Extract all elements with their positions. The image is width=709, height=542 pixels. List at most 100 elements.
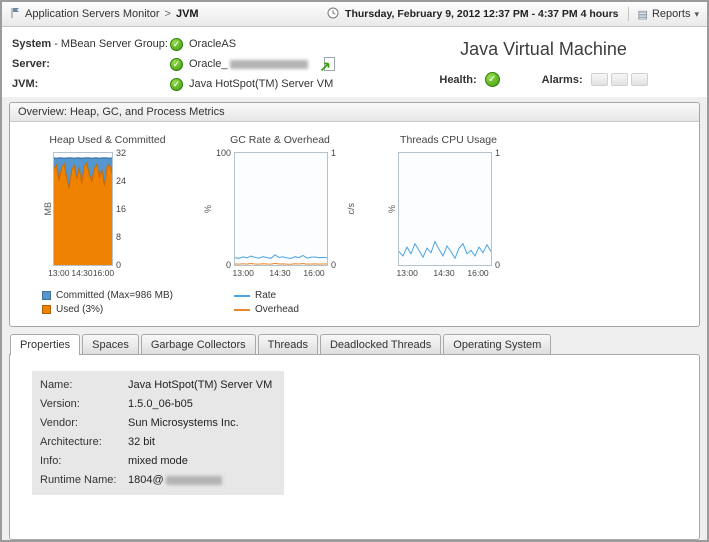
overview-panel: Overview: Heap, GC, and Process Metrics …: [9, 102, 700, 327]
rate-legend-label: Rate: [254, 290, 277, 301]
gc-left-ticks: 100 0: [214, 148, 234, 270]
chevron-down-icon: ▾: [694, 8, 699, 19]
breadcrumb-icon[interactable]: [10, 7, 20, 22]
property-label: Info:: [40, 455, 62, 467]
alarm-indicators: [590, 73, 648, 86]
x-tick-label: 16:00: [92, 268, 115, 278]
breadcrumb-separator: >: [164, 8, 171, 20]
x-tick-label: 13:00: [396, 268, 418, 278]
x-tick-label: 16:00: [303, 268, 325, 278]
property-label: Vendor:: [40, 417, 78, 429]
cpu-left-unit-text: %: [387, 204, 398, 213]
property-value: mixed mode: [128, 455, 188, 467]
committed-swatch-icon: [42, 291, 51, 300]
edit-icon[interactable]: [320, 56, 336, 72]
property-label: Version:: [40, 398, 80, 410]
heap-x-ticks: 13:00 14:30 16:00: [48, 268, 115, 280]
gc-left-unit-text: %: [203, 204, 214, 213]
tab-bar: Properties Spaces Garbage Collectors Thr…: [9, 334, 700, 355]
property-row-runtime-name: Runtime Name: 1804@: [40, 471, 276, 490]
tab-garbage-collectors[interactable]: Garbage Collectors: [140, 334, 256, 354]
heap-chart-plot[interactable]: [53, 152, 113, 266]
heap-chart-body: MB 32 24 16 8 0: [42, 148, 173, 270]
overhead-legend-label: Overhead: [254, 304, 299, 315]
top-bar-right: Thursday, February 9, 2012 12:37 PM - 4:…: [327, 7, 699, 22]
clock-icon: [327, 7, 339, 22]
legend-item-used: Used (3%): [42, 304, 173, 315]
cpu-x-ticks: 13:00 14:30 16:00: [396, 268, 490, 280]
threads-cpu-plot[interactable]: [397, 152, 492, 266]
info-right: Java Virtual Machine Health: ✓ Alarms:: [390, 34, 697, 97]
heap-chart: Heap Used & Committed MB 32 24 16 8 0 13:00 1…: [42, 134, 173, 318]
property-row-vendor: Vendor: Sun Microsystems Inc.: [40, 414, 276, 433]
y-tick-label: 100: [215, 148, 231, 158]
jvm-value: Java HotSpot(TM) Server VM: [189, 78, 334, 90]
property-label: Architecture:: [40, 436, 102, 448]
redacted-runtime-host: [165, 476, 222, 485]
alarm-box[interactable]: [610, 73, 628, 86]
property-value: 1804@: [128, 474, 164, 486]
heap-y-unit-text: MB: [42, 202, 53, 216]
legend-item-rate: Rate: [233, 290, 357, 301]
threads-cpu-chart-title: Threads CPU Usage: [400, 134, 497, 146]
server-row: Server: ✓ Oracle_: [12, 54, 390, 74]
info-section: System - MBean Server Group: ✓ OracleAS …: [2, 27, 707, 97]
alarm-box[interactable]: [590, 73, 608, 86]
status-ok-icon: ✓: [170, 57, 183, 71]
y-tick-label: 32: [116, 148, 127, 158]
top-bar: Application Servers Monitor > JVM Thursd…: [2, 2, 707, 27]
x-tick-label: 14:30: [433, 268, 455, 278]
y-tick-label: 0: [225, 260, 231, 270]
breadcrumb-current: JVM: [175, 8, 199, 20]
overhead-swatch-icon: [233, 308, 250, 311]
y-tick-label: 1: [494, 148, 500, 158]
x-tick-label: 14:30: [71, 268, 93, 278]
system-label-rest: - MBean Server Group:: [51, 38, 168, 50]
heap-chart-title: Heap Used & Committed: [49, 134, 166, 146]
system-row: System - MBean Server Group: ✓ OracleAS: [12, 34, 390, 54]
rate-swatch-icon: [233, 294, 250, 297]
tab-deadlocked-threads[interactable]: Deadlocked Threads: [319, 334, 442, 354]
heap-y-ticks: 32 24 16 8 0: [113, 148, 131, 270]
properties-box: Name: Java HotSpot(TM) Server VM Version…: [32, 371, 284, 495]
property-value: 1.5.0_06-b05: [128, 398, 193, 410]
system-label-bold: System: [12, 38, 52, 50]
property-row-version: Version: 1.5.0_06-b05: [40, 395, 276, 414]
tab-operating-system[interactable]: Operating System: [443, 334, 552, 354]
x-tick-label: 13:00: [232, 268, 254, 278]
gc-chart-plot[interactable]: [233, 152, 328, 266]
server-value-link[interactable]: Oracle_: [189, 58, 228, 70]
alarm-box[interactable]: [630, 73, 648, 86]
property-label: Runtime Name:: [40, 474, 117, 486]
health-ok-icon[interactable]: ✓: [484, 72, 500, 87]
property-value: 32 bit: [128, 436, 155, 448]
property-row-architecture: Architecture: 32 bit: [40, 433, 276, 452]
tab-threads[interactable]: Threads: [257, 334, 318, 354]
y-tick-label: 24: [116, 176, 127, 186]
time-range-selector[interactable]: Thursday, February 9, 2012 12:37 PM - 4:…: [345, 8, 619, 20]
y-tick-label: 8: [116, 232, 122, 242]
chart-canvas: [54, 157, 112, 265]
tab-properties[interactable]: Properties: [10, 334, 81, 355]
property-value: Java HotSpot(TM) Server VM: [128, 379, 273, 391]
reports-menu[interactable]: ▤ Reports ▾: [638, 8, 699, 21]
system-value-link[interactable]: OracleAS: [189, 38, 237, 50]
used-legend-label: Used (3%): [56, 304, 104, 315]
breadcrumb-parent-link[interactable]: Application Servers Monitor: [25, 8, 160, 20]
tab-spaces[interactable]: Spaces: [82, 334, 139, 354]
heap-legend: Committed (Max=986 MB) Used (3%): [42, 290, 173, 315]
redacted-server-name: [229, 59, 308, 69]
used-swatch-icon: [42, 305, 51, 314]
server-label: Server:: [12, 58, 170, 70]
reports-label: Reports: [651, 8, 691, 20]
gc-x-ticks: 13:00 14:30 16:00: [232, 268, 326, 280]
tabs-section: Properties Spaces Garbage Collectors Thr…: [9, 334, 700, 540]
committed-legend-label: Committed (Max=986 MB): [56, 290, 173, 301]
status-ok-icon: ✓: [170, 37, 183, 51]
